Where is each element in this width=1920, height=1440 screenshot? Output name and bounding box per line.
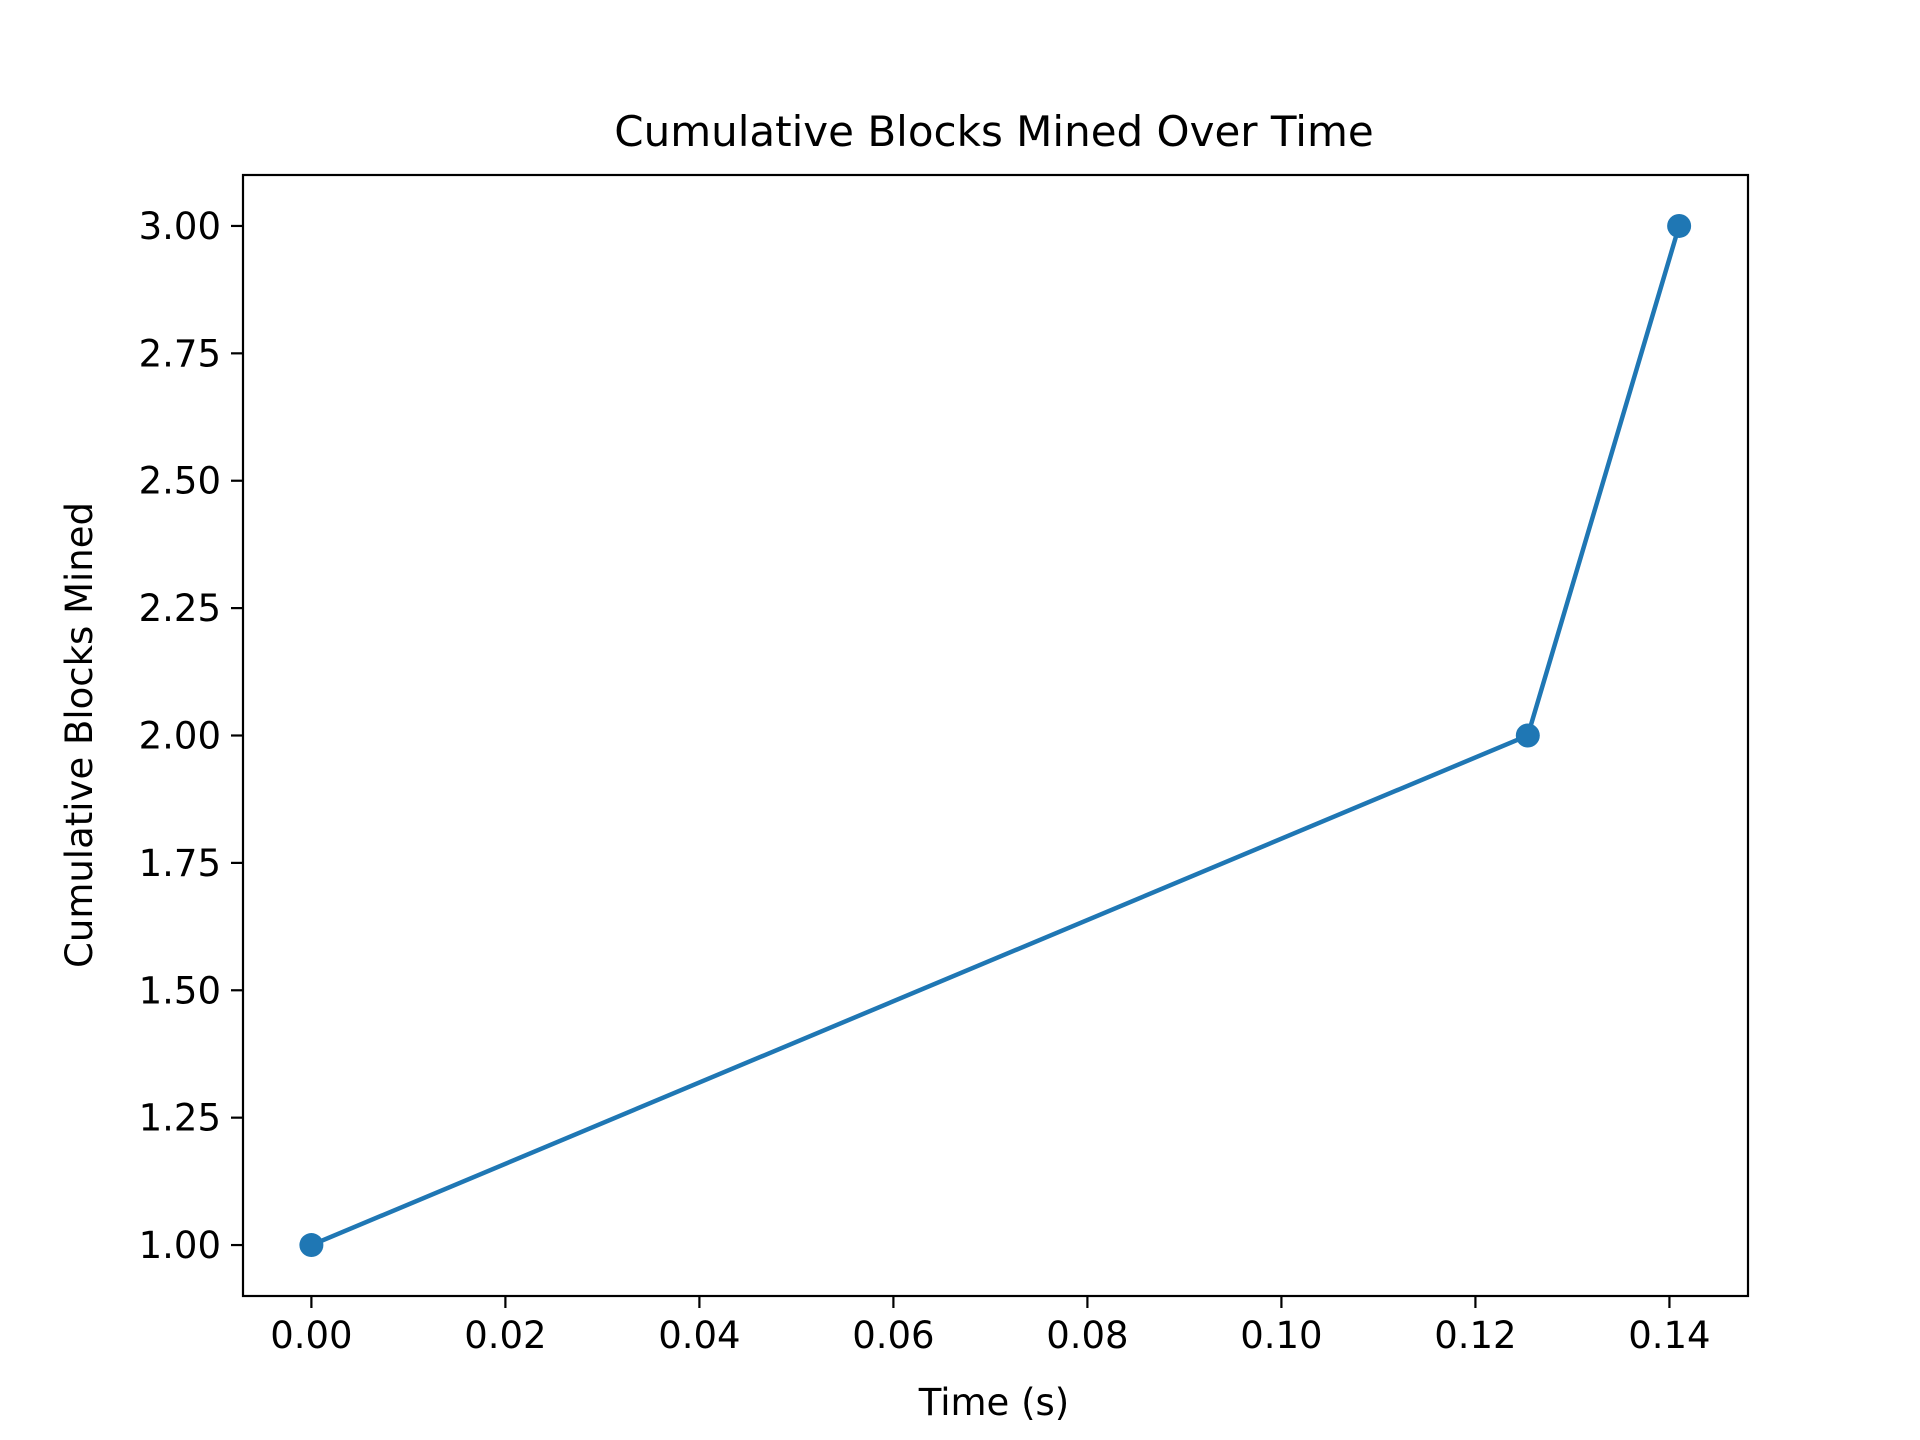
y-axis-label: Cumulative Blocks Mined [58,502,101,968]
x-tick-label: 0.08 [1046,1314,1128,1357]
y-tick-label: 3.00 [139,205,221,248]
y-tick-label: 2.50 [139,460,221,503]
series-layer [299,213,1692,1258]
y-tick-label: 1.75 [139,842,221,885]
x-axis-ticks: 0.00 0.02 0.04 0.06 0.08 0.10 0.12 0.14 [270,1296,1711,1357]
x-axis-label: Time (s) [918,1381,1069,1424]
plot-frame [241,173,1750,1298]
y-tick-label: 1.50 [139,969,221,1012]
data-point [1515,723,1540,748]
chart-title: Cumulative Blocks Mined Over Time [614,107,1373,156]
y-tick-label: 2.75 [139,332,221,375]
x-tick-label: 0.14 [1628,1314,1710,1357]
x-tick-label: 0.02 [464,1314,546,1357]
x-tick-label: 0.06 [852,1314,934,1357]
x-tick-label: 0.04 [658,1314,740,1357]
data-point [1667,213,1692,238]
y-tick-label: 2.25 [139,587,221,630]
x-tick-label: 0.00 [270,1314,352,1357]
y-axis-ticks: 1.00 1.25 1.50 1.75 2.00 2.25 2.50 2.75 3.00 [139,205,243,1267]
y-tick-label: 1.25 [139,1097,221,1140]
y-tick-label: 2.00 [139,715,221,758]
data-point [299,1233,324,1258]
plot-area [243,175,1748,1296]
x-tick-label: 0.12 [1434,1314,1516,1357]
y-tick-label: 1.00 [139,1224,221,1267]
x-tick-label: 0.10 [1240,1314,1322,1357]
